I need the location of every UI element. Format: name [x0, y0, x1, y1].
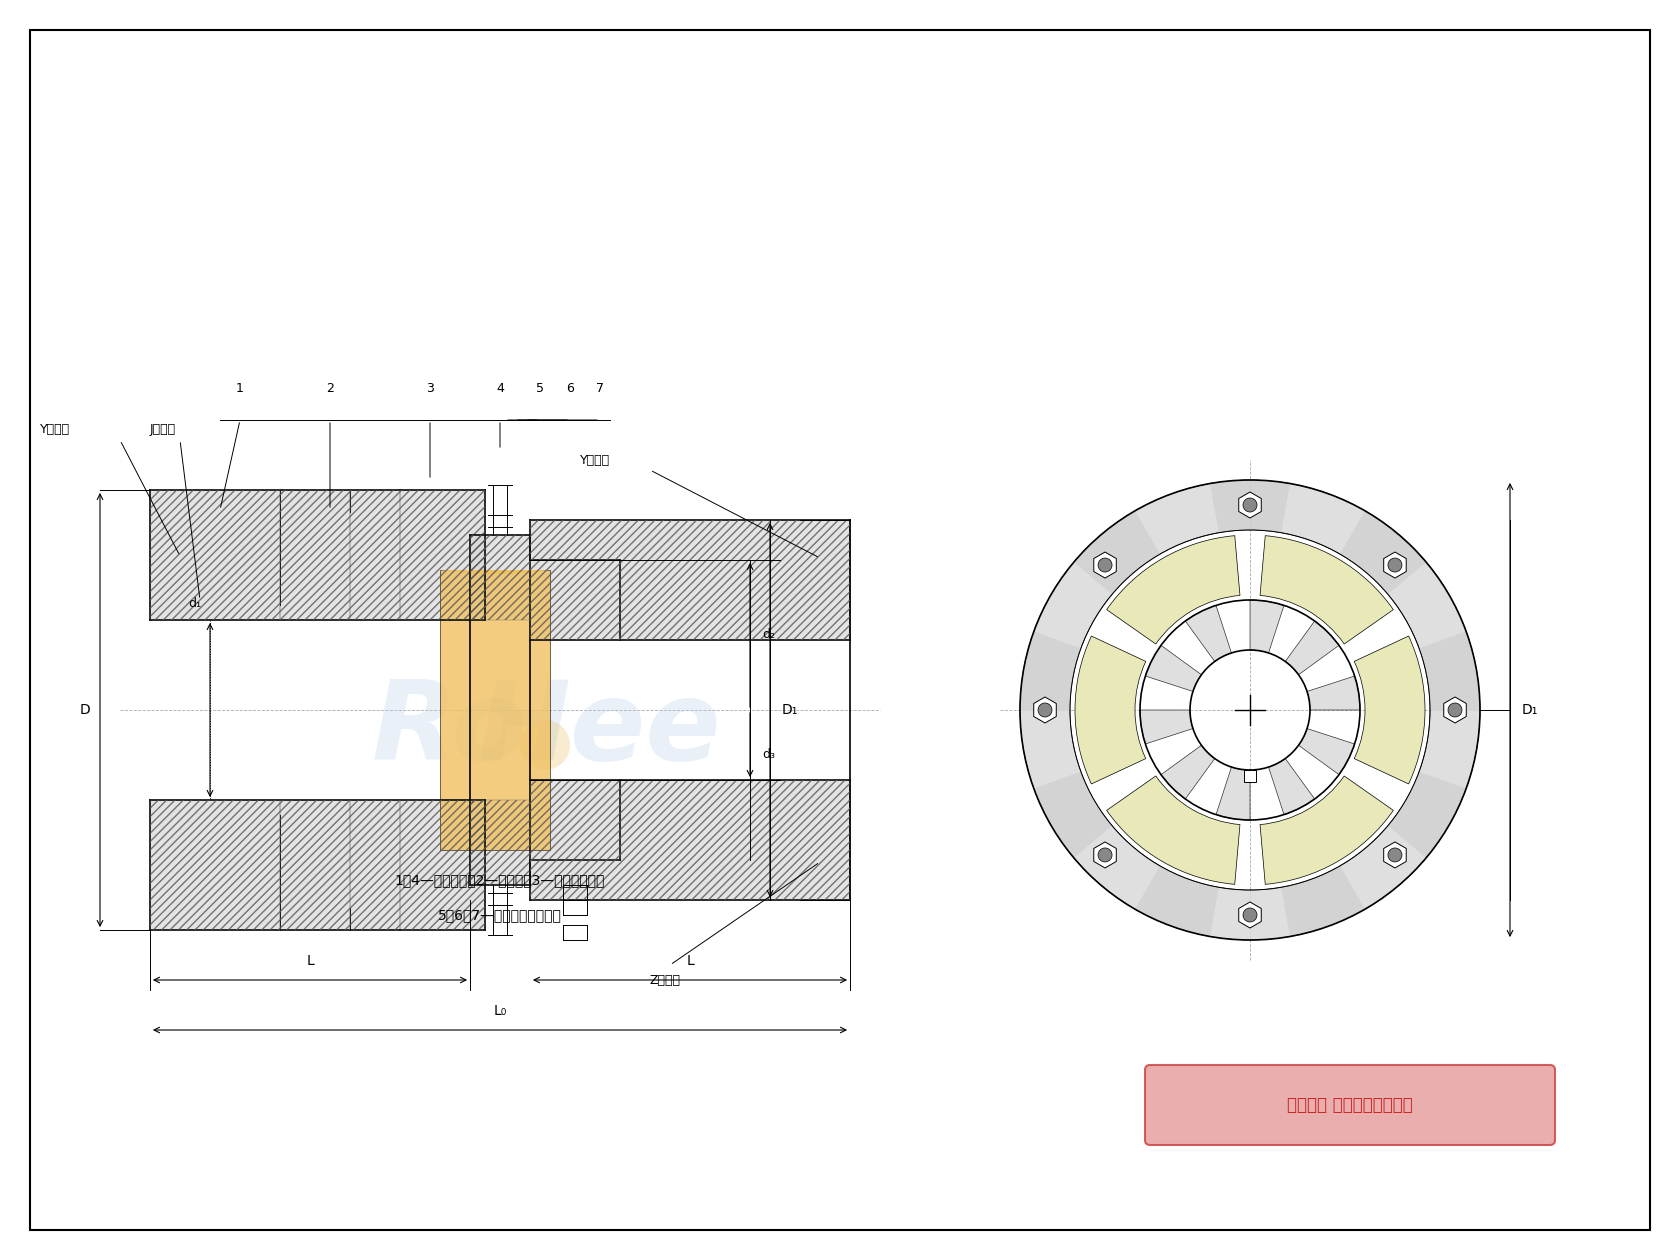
Polygon shape [281, 490, 349, 620]
Polygon shape [440, 570, 549, 575]
Wedge shape [1282, 866, 1366, 936]
Wedge shape [1420, 631, 1480, 709]
Polygon shape [1238, 902, 1262, 929]
Wedge shape [1074, 510, 1159, 595]
Wedge shape [1033, 771, 1112, 858]
Circle shape [521, 719, 570, 770]
Text: 7: 7 [596, 382, 605, 394]
Text: L: L [306, 954, 314, 968]
Wedge shape [1186, 605, 1231, 662]
Circle shape [1038, 703, 1052, 717]
Wedge shape [1146, 645, 1201, 692]
Wedge shape [1020, 631, 1080, 709]
Polygon shape [281, 800, 349, 930]
Text: D₁: D₁ [781, 703, 798, 717]
Text: 3: 3 [427, 382, 433, 394]
Text: Hee: Hee [479, 677, 722, 784]
Circle shape [1099, 848, 1112, 862]
Wedge shape [1260, 776, 1393, 885]
Text: 6: 6 [566, 382, 575, 394]
Polygon shape [470, 536, 529, 620]
Polygon shape [1033, 697, 1057, 723]
Wedge shape [1250, 600, 1284, 653]
Circle shape [1388, 848, 1401, 862]
Polygon shape [400, 490, 486, 620]
Wedge shape [1260, 536, 1393, 644]
Wedge shape [1307, 677, 1361, 709]
Text: Y型轴孔: Y型轴孔 [40, 423, 71, 436]
Polygon shape [1094, 842, 1116, 868]
Text: Ro: Ro [371, 677, 528, 784]
Polygon shape [470, 800, 529, 885]
Wedge shape [1210, 480, 1290, 533]
Polygon shape [150, 490, 281, 620]
Circle shape [1243, 908, 1257, 922]
Text: d₁: d₁ [188, 597, 202, 610]
Wedge shape [1020, 480, 1480, 940]
Text: Y型轴孔: Y型轴孔 [580, 454, 610, 466]
Circle shape [1243, 498, 1257, 512]
Text: D: D [79, 703, 91, 717]
Circle shape [1388, 558, 1401, 572]
Text: 版权所有 侵权必被严厉追究: 版权所有 侵权必被严厉追究 [1287, 1096, 1413, 1114]
Text: Z型轴孔: Z型轴孔 [650, 974, 680, 987]
Wedge shape [1075, 636, 1146, 784]
Text: D₁: D₁ [1522, 703, 1539, 717]
Polygon shape [400, 800, 486, 930]
Text: L: L [685, 954, 694, 968]
Polygon shape [1443, 697, 1467, 723]
Wedge shape [1107, 536, 1240, 644]
Circle shape [1099, 558, 1112, 572]
Bar [1243, 770, 1257, 782]
Wedge shape [1285, 621, 1339, 675]
Wedge shape [1107, 776, 1240, 885]
Wedge shape [1216, 767, 1250, 820]
Wedge shape [1161, 745, 1215, 799]
Polygon shape [1384, 842, 1406, 868]
Wedge shape [1136, 866, 1218, 936]
Wedge shape [1354, 636, 1425, 784]
Text: d₂: d₂ [763, 629, 774, 641]
Polygon shape [349, 800, 400, 930]
Polygon shape [150, 800, 281, 930]
Polygon shape [1094, 552, 1116, 578]
Text: 5: 5 [536, 382, 544, 394]
FancyBboxPatch shape [1146, 1065, 1556, 1145]
Text: 1: 1 [237, 382, 244, 394]
Wedge shape [1268, 759, 1315, 815]
Polygon shape [1238, 491, 1262, 518]
Text: 5、6、7—螺栓、螺母、垫片: 5、6、7—螺栓、螺母、垫片 [438, 908, 561, 922]
Polygon shape [440, 570, 549, 850]
Polygon shape [529, 780, 850, 900]
Wedge shape [1299, 728, 1354, 775]
Text: 2: 2 [326, 382, 334, 394]
Wedge shape [1141, 709, 1193, 743]
Text: 4: 4 [496, 382, 504, 394]
Polygon shape [529, 780, 620, 861]
Text: d₃: d₃ [763, 748, 774, 761]
Text: J型轴孔: J型轴孔 [150, 423, 176, 436]
Polygon shape [349, 490, 400, 620]
Text: 1、4—半联轴器；2—弹性件；3—法兰连接件；: 1、4—半联轴器；2—弹性件；3—法兰连接件； [395, 873, 605, 887]
Circle shape [1448, 703, 1462, 717]
Wedge shape [1388, 771, 1467, 858]
Polygon shape [529, 559, 620, 640]
Polygon shape [529, 520, 850, 640]
Wedge shape [1341, 510, 1426, 595]
Polygon shape [1384, 552, 1406, 578]
Text: L₀: L₀ [494, 1004, 507, 1018]
